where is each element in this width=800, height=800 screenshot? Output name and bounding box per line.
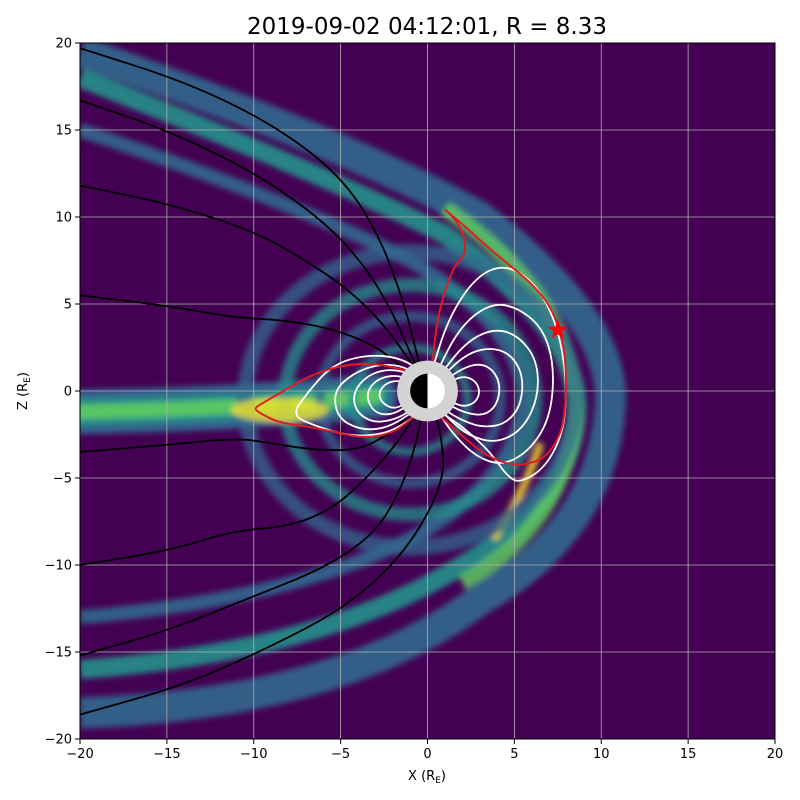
earth-icon [397, 360, 458, 422]
open-field-line [80, 99, 422, 376]
x-axis-label-sub: E [435, 776, 441, 786]
y-tick-label: 15 [55, 124, 72, 139]
y-tick-label: −10 [45, 559, 72, 574]
open-field-line [80, 404, 422, 566]
y-tick-label: −20 [45, 733, 72, 748]
x-tick-label: −15 [153, 747, 180, 762]
x-tick-label: −10 [240, 747, 267, 762]
y-tick-label: 20 [55, 37, 72, 52]
last-closed-field-line [254, 362, 425, 438]
closed-field-line [334, 363, 420, 431]
y-axis-ticks: −20 −15 −10 −5 0 5 10 15 20 [45, 37, 80, 748]
x-axis-label-close: ) [441, 769, 446, 784]
last-closed-field-line [430, 209, 567, 466]
chart-title: 2019-09-02 04:12:01, R = 8.33 [247, 14, 607, 40]
y-axis-label: Z (RE) [16, 372, 33, 410]
closed-field-lines [295, 266, 567, 482]
y-axis-label-main: Z (R [16, 383, 31, 410]
closed-field-line [446, 376, 480, 407]
open-field-line [80, 47, 423, 374]
open-field-line [80, 184, 421, 378]
closed-field-line [440, 348, 524, 428]
ring-band [237, 244, 584, 556]
x-tick-label: 5 [510, 747, 518, 762]
current-sheet-peak [231, 397, 329, 423]
x-tick-label: 0 [423, 747, 431, 762]
y-tick-label: 5 [64, 298, 72, 313]
open-field-line [80, 408, 445, 716]
x-axis-label: X (RE) [408, 769, 446, 786]
closed-field-line [366, 375, 413, 416]
x-axis-label-main: X (R [408, 769, 435, 784]
x-tick-label: −20 [66, 747, 93, 762]
x-tick-label: 15 [680, 747, 697, 762]
spacecraft-marker [547, 319, 568, 339]
earth-night [410, 373, 428, 409]
x-tick-label: 20 [767, 747, 784, 762]
open-field-lines [80, 47, 445, 716]
open-field-line [80, 408, 425, 657]
closed-field-line [353, 369, 416, 423]
closed-field-line [438, 329, 539, 442]
closed-field-line [435, 303, 554, 464]
y-tick-label: −15 [45, 646, 72, 661]
y-tick-label: 10 [55, 211, 72, 226]
plot-area [80, 43, 775, 739]
x-axis-ticks: −20 −15 −10 −5 0 5 10 15 20 [66, 739, 783, 762]
grid [80, 43, 775, 739]
magnetopause-band [80, 43, 627, 729]
x-tick-label: −5 [331, 747, 350, 762]
ring-band [348, 343, 472, 457]
y-tick-label: 0 [64, 385, 72, 400]
ring-band [314, 311, 506, 489]
y-axis-label-sub: E [23, 377, 33, 383]
y-axis-label-close: ) [16, 372, 31, 377]
closed-field-line [444, 363, 501, 416]
closed-field-line [295, 354, 425, 437]
y-tick-label: −5 [53, 472, 72, 487]
star-marker [547, 319, 568, 339]
last-closed-field-lines [254, 209, 567, 466]
x-tick-label: 10 [593, 747, 610, 762]
